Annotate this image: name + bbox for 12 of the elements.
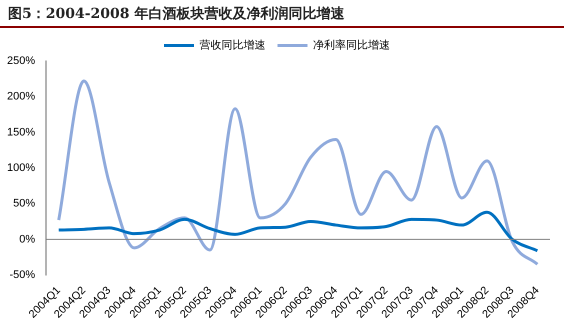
line-series [57,210,539,252]
y-tick-label: 250% [6,55,36,68]
y-tick-label: 50% [13,198,36,210]
y-tick-label: 150% [6,126,36,138]
y-tick-label: 100% [6,162,36,174]
legend-label: 净利率同比增速 [313,38,390,52]
legend-label: 营收同比增速 [200,38,266,52]
line-series [57,79,539,266]
y-tick-label: 200% [6,90,36,103]
y-tick-label: -50% [9,269,36,282]
y-tick-label: 0% [19,233,36,246]
chart-title: 图5：2004-2008 年白酒板块营收及净利润同比增速 [0,0,564,28]
